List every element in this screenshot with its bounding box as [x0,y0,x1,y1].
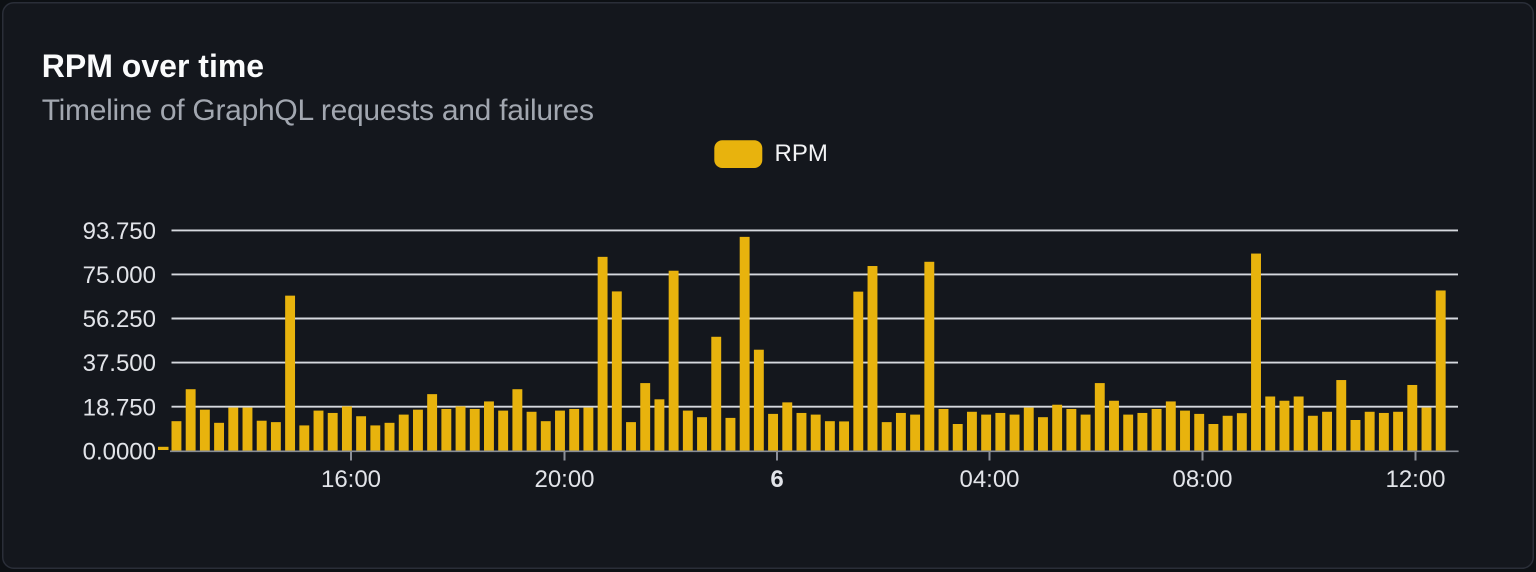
svg-text:Timeline of GraphQL requests a: Timeline of GraphQL requests and failure… [42,94,594,127]
svg-text:93.750: 93.750 [83,218,156,245]
svg-text:08:00: 08:00 [1172,466,1232,493]
svg-text:75.000: 75.000 [83,262,156,289]
svg-text:18.750: 18.750 [83,394,156,421]
svg-text:RPM: RPM [775,140,828,167]
svg-text:12:00: 12:00 [1385,466,1445,493]
svg-text:56.250: 56.250 [83,306,156,333]
svg-text:0.0000: 0.0000 [83,438,156,465]
svg-text:20:00: 20:00 [534,466,594,493]
svg-text:RPM over time: RPM over time [42,48,264,84]
svg-text:37.500: 37.500 [83,350,156,377]
svg-text:16:00: 16:00 [321,466,381,493]
svg-text:6: 6 [770,466,783,493]
svg-text:04:00: 04:00 [959,466,1019,493]
